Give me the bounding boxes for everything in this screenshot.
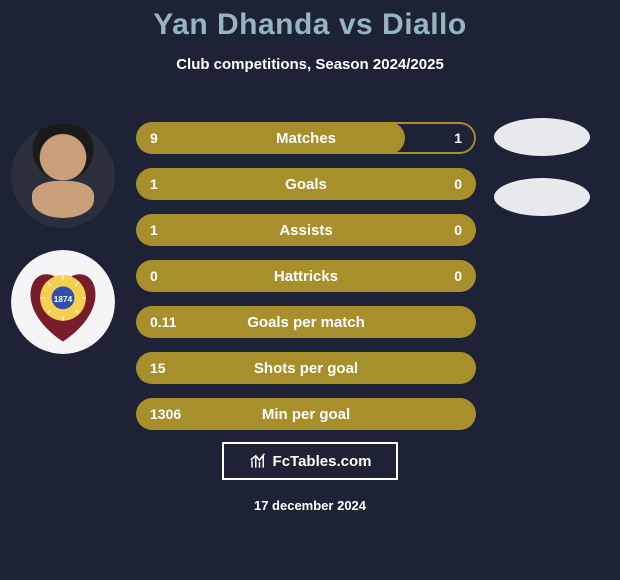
brand-chart-icon xyxy=(249,452,267,470)
blank-oval xyxy=(494,178,590,216)
stat-bar: 00Hattricks xyxy=(136,260,476,292)
stat-bar-fill xyxy=(136,352,476,384)
stat-bar-fill xyxy=(136,260,476,292)
svg-text:1874: 1874 xyxy=(54,294,73,304)
player-avatar xyxy=(11,124,115,228)
page-subtitle: Club competitions, Season 2024/2025 xyxy=(0,56,620,73)
stat-bar: 10Goals xyxy=(136,168,476,200)
club-crest: 1874 xyxy=(11,250,115,354)
stat-bar: 0.11Goals per match xyxy=(136,306,476,338)
stat-bar-fill xyxy=(136,122,405,154)
stat-bar-fill xyxy=(136,306,476,338)
infographic-root: Yan Dhanda vs Diallo Club competitions, … xyxy=(0,0,620,580)
crest-icon: 1874 xyxy=(11,250,115,354)
stat-bar-fill xyxy=(136,214,476,246)
brand-badge: FcTables.com xyxy=(222,442,398,480)
brand-label: FcTables.com xyxy=(273,453,372,470)
left-column: 1874 xyxy=(8,124,118,354)
stat-right-value: 1 xyxy=(454,122,462,154)
stat-bar: 1306Min per goal xyxy=(136,398,476,430)
blank-oval xyxy=(494,118,590,156)
stat-bar: 15Shots per goal xyxy=(136,352,476,384)
stat-bar-fill xyxy=(136,398,476,430)
avatar-face-icon xyxy=(11,124,115,228)
right-column xyxy=(482,118,602,216)
date-label: 17 december 2024 xyxy=(0,498,620,513)
stat-bar-fill xyxy=(136,168,476,200)
stat-bar: 10Assists xyxy=(136,214,476,246)
page-title: Yan Dhanda vs Diallo xyxy=(0,8,620,42)
stat-bars: 91Matches 10Goals 10Assists 00Hattricks 0.11… xyxy=(136,122,476,430)
stat-bar: 91Matches xyxy=(136,122,476,154)
